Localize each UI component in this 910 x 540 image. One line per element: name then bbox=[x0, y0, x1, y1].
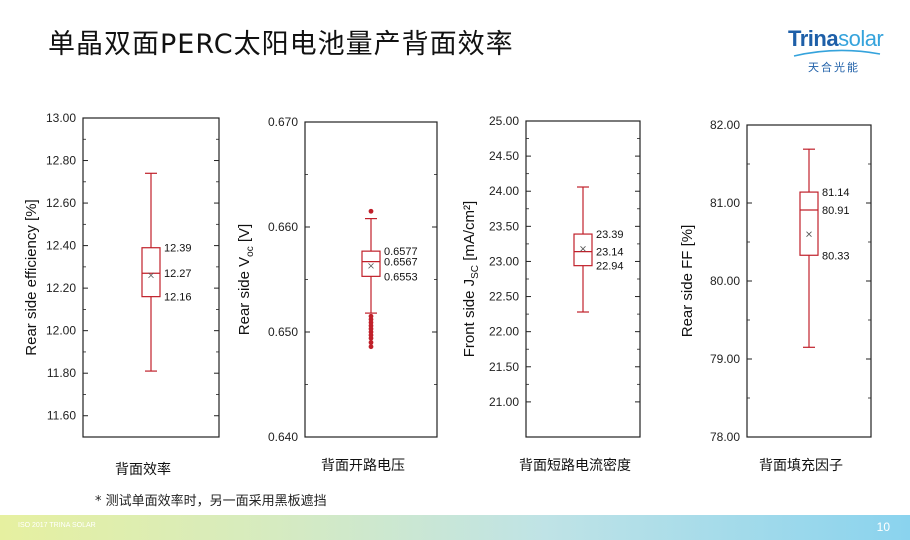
y-tick-label: 12.60 bbox=[46, 196, 76, 210]
box-panel-4: 78.00 79.00 80.00 81.00 82.00 81.14 80.91 80.33… bbox=[679, 118, 872, 474]
stat-label: 0.6567 bbox=[384, 257, 418, 269]
logo-wordmark: Trinasolar bbox=[788, 26, 884, 51]
stat-label: 12.27 bbox=[164, 268, 192, 280]
iqr-box bbox=[361, 250, 381, 277]
y-tick-label: 12.40 bbox=[46, 239, 76, 253]
trina-solar-logo: Trinasolar 天合光能 bbox=[788, 26, 888, 76]
y-tick-label: 81.00 bbox=[710, 196, 740, 210]
box-panel-3: 21.00 21.50 22.00 22.50 23.00 23.50 24.00 24.50… bbox=[461, 114, 641, 474]
y-tick-label: 79.00 bbox=[710, 352, 740, 366]
y-axis-label: Rear side efficiency [%] bbox=[23, 199, 40, 355]
logo-swoosh-icon bbox=[793, 49, 881, 57]
y-tick-label: 0.650 bbox=[268, 325, 298, 339]
y-tick-label: 0.670 bbox=[268, 115, 298, 129]
footnote: * 测试单面效率时，另一面采用黑板遮挡 bbox=[95, 494, 327, 509]
y-tick-label: 22.00 bbox=[489, 325, 519, 339]
outlier-point bbox=[368, 340, 374, 345]
y-tick-label: 78.00 bbox=[710, 430, 740, 444]
y-axis-label: Front side JSC [mA/cm²] bbox=[461, 201, 481, 357]
y-tick-label: 12.80 bbox=[46, 154, 76, 168]
y-tick-label: 23.00 bbox=[489, 254, 519, 268]
stat-label: 22.94 bbox=[596, 261, 624, 273]
logo-subtitle: 天合光能 bbox=[808, 61, 860, 74]
mean-marker bbox=[806, 231, 812, 237]
slide-title: 单晶双面PERC太阳电池量产背面效率 bbox=[48, 29, 514, 60]
y-tick-label: 11.80 bbox=[47, 366, 76, 380]
box-panel-1: 11.60 11.80 12.00 12.20 12.40 12.60 12.80 13.00… bbox=[23, 111, 220, 478]
y-tick-label: 80.00 bbox=[710, 274, 740, 288]
y-tick-label: 21.00 bbox=[489, 395, 519, 409]
y-tick-label: 12.00 bbox=[46, 324, 76, 338]
panel-caption: 背面填充因子 bbox=[759, 458, 843, 474]
stat-label: 12.39 bbox=[164, 243, 192, 255]
y-tick-label: 23.50 bbox=[489, 219, 519, 233]
y-tick-label: 21.50 bbox=[489, 360, 519, 374]
iqr-box bbox=[141, 247, 161, 298]
panel-caption: 背面效率 bbox=[115, 461, 171, 478]
y-tick-label: 25.00 bbox=[489, 114, 519, 128]
iqr-box bbox=[573, 233, 593, 267]
y-tick-label: 24.50 bbox=[489, 149, 519, 163]
y-tick-label: 22.50 bbox=[489, 290, 519, 304]
y-tick-label: 82.00 bbox=[710, 118, 740, 132]
stat-label: 80.33 bbox=[822, 250, 850, 262]
mean-marker bbox=[368, 263, 374, 269]
plot-frame bbox=[82, 117, 220, 438]
stat-label: 81.14 bbox=[822, 187, 850, 199]
y-axis-label: Rear side Voc [V] bbox=[236, 224, 256, 335]
stat-label: 23.39 bbox=[596, 229, 624, 241]
y-tick-label: 0.660 bbox=[268, 220, 298, 234]
y-tick-label: 13.00 bbox=[46, 111, 76, 125]
panel-caption: 背面开路电压 bbox=[321, 458, 405, 474]
mean-marker bbox=[148, 272, 154, 279]
y-tick-label: 12.20 bbox=[46, 281, 76, 295]
outlier-point bbox=[368, 344, 374, 350]
stat-label: 80.91 bbox=[822, 205, 850, 217]
y-tick-label: 24.00 bbox=[489, 184, 519, 198]
stat-label: 0.6553 bbox=[384, 271, 418, 283]
stat-label: 23.14 bbox=[596, 247, 624, 259]
iqr-box bbox=[799, 191, 819, 256]
stat-label: 12.16 bbox=[164, 292, 192, 304]
mean-marker bbox=[580, 246, 586, 252]
panel-caption: 背面短路电流密度 bbox=[519, 457, 631, 474]
stat-label: 0.6577 bbox=[384, 246, 418, 258]
y-tick-label: 0.640 bbox=[268, 430, 298, 444]
y-axis-label: Rear side FF [%] bbox=[679, 225, 696, 338]
page-number: 10 bbox=[876, 520, 890, 534]
outlier-point bbox=[368, 208, 374, 214]
footer-bar: ISO 2017 TRINA SOLAR 10 bbox=[0, 515, 910, 540]
y-tick-label: 11.60 bbox=[47, 409, 76, 423]
footer-small-text: ISO 2017 TRINA SOLAR bbox=[18, 522, 96, 529]
outlier-point bbox=[368, 335, 374, 341]
